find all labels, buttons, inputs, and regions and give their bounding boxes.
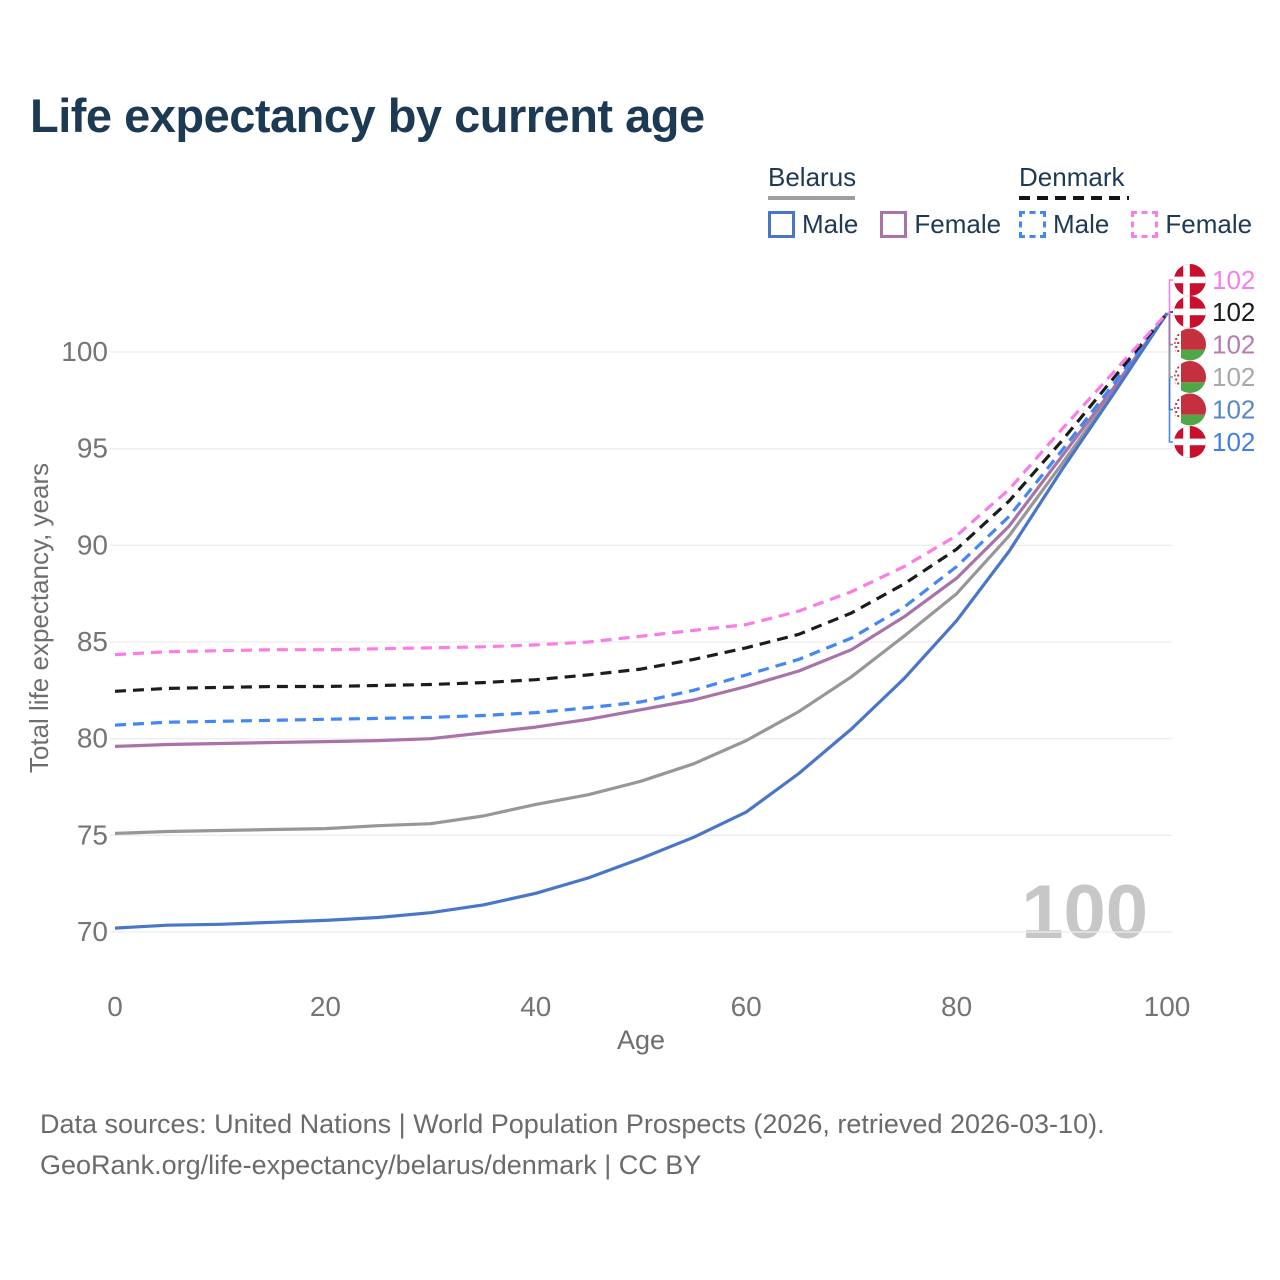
series-line-belarus_female [114,312,1169,748]
y-tick-label-80: 80 [77,723,108,754]
end-value-label-denmark_female: 102 [1212,265,1255,295]
x-tick-label-20: 20 [310,991,341,1022]
x-tick-label-80: 80 [941,991,972,1022]
denmark-female-swatch [1131,211,1159,238]
series-line-denmark_female [114,312,1169,657]
belarus-line-style-sample [768,196,855,200]
data-source-note: Data sources: United Nations | World Pop… [40,1104,1105,1186]
y-axis-title: Total life expectancy, years [24,463,54,773]
series-line-denmark_male [114,312,1169,727]
y-tick-label-70: 70 [77,916,108,947]
series-line-belarus_total [114,312,1169,835]
end-value-label-belarus_female: 102 [1212,330,1255,360]
legend-label: Female [914,209,1002,239]
age-counter-watermark: 100 [1021,870,1148,955]
end-value-label-denmark_total: 102 [1212,297,1255,327]
y-tick-label-95: 95 [77,433,108,464]
denmark-male-swatch [1019,211,1046,238]
y-tick-label-100: 100 [61,336,108,367]
legend-label: Male [1053,209,1110,239]
x-tick-label-100: 100 [1144,991,1191,1022]
y-tick-label-75: 75 [77,819,108,850]
legend-title-belarus: Belarus [768,162,857,192]
end-label-connector-belarus_female [1167,312,1173,346]
legend-label: Female [1165,209,1253,239]
x-tick-label-60: 60 [731,991,762,1022]
flag-icon-belarus [1174,328,1206,361]
end-label-connector-denmark_female [1167,279,1173,315]
flag-icon-denmark [1174,426,1206,458]
x-tick-label-40: 40 [520,991,551,1022]
legend-item-denmark-female[interactable]: Female [1131,209,1252,240]
end-value-label-belarus_total: 102 [1212,362,1255,392]
source-line-1: Data sources: United Nations | World Pop… [40,1109,1105,1139]
series-line-denmark_total [114,312,1169,693]
y-tick-label-85: 85 [77,626,108,657]
legend-item-belarus-male[interactable]: Male [768,209,858,240]
legend-item-denmark-male[interactable]: Male [1019,209,1109,240]
end-value-label-belarus_male: 102 [1212,395,1255,425]
legend-label: Male [802,209,859,239]
legend-title-denmark: Denmark [1019,162,1125,192]
belarus-male-swatch [768,211,795,238]
legend-group-denmark: Denmark Male Female [1019,162,1252,240]
flag-icon-denmark [1174,296,1206,328]
flag-icon-belarus [1174,361,1206,393]
line-chart: 100 100 95 90 85 80 75 70 0 20 40 60 80 100 Age Total l… [24,264,1255,1055]
flag-icon-belarus [1174,393,1206,426]
belarus-female-swatch [880,211,908,238]
y-tick-label-90: 90 [77,529,108,560]
denmark-line-style-sample [1019,196,1129,200]
flag-icon-denmark [1174,264,1206,296]
x-axis-title: Age [617,1025,665,1055]
source-line-2: GeoRank.org/life-expectancy/belarus/denm… [40,1150,702,1180]
legend-group-belarus: Belarus Male Female [768,162,1001,240]
end-value-label-denmark_male: 102 [1212,427,1255,457]
series-line-belarus_male [114,312,1169,930]
page-title: Life expectancy by current age [30,89,705,142]
legend-item-belarus-female[interactable]: Female [880,209,1001,240]
x-tick-label-0: 0 [107,991,123,1022]
